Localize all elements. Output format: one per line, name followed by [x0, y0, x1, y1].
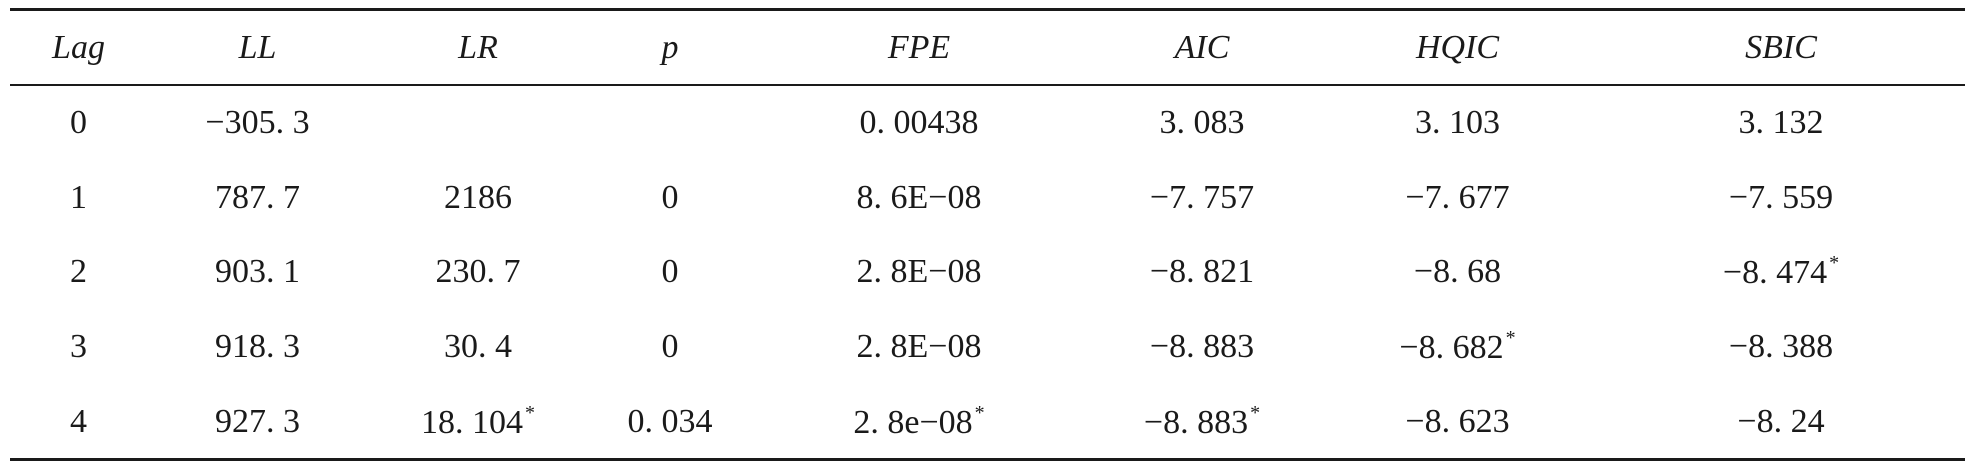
cell-sbic: −7. 559: [1728, 178, 1834, 216]
cell-hqic: −8. 623: [1405, 402, 1510, 440]
header-lag: Lag: [52, 28, 105, 66]
table-row: 4 927. 3 18. 104 * 0. 034 2. 8e−08 * −8. 8…: [10, 384, 1965, 459]
cell-lag: 3: [70, 328, 87, 366]
cell-aic: −8. 883 *: [1086, 384, 1318, 459]
cell-fpe: 8. 6E−08: [856, 178, 982, 216]
cell-p: [588, 86, 752, 161]
cell-ll: 918. 3: [215, 328, 300, 366]
cell-p: 0. 034: [627, 402, 713, 440]
cell-sbic: 3. 132: [1738, 104, 1824, 142]
table-row: 3 918. 3 30. 4 0 2. 8E−08 −8. 883 −8. 68…: [10, 310, 1965, 385]
cell-lr: 30. 4: [444, 328, 512, 366]
cell-ll: 927. 3: [215, 402, 300, 440]
cell-ll: 787. 7: [215, 178, 300, 216]
significance-marker: *: [974, 401, 985, 424]
cell-sbic: −8. 388: [1728, 328, 1834, 366]
cell-aic: 3. 083: [1159, 104, 1245, 142]
header-row: Lag LL LR p FPE AIC HQIC SBIC: [10, 11, 1965, 84]
cell-ll: −305. 3: [205, 104, 310, 142]
bottom-rule: [10, 458, 1965, 461]
cell-value: 18. 104: [421, 403, 523, 441]
cell-hqic: −8. 682 *: [1318, 310, 1597, 385]
cell-value: −8. 883: [1143, 403, 1249, 441]
cell-lag: 2: [70, 253, 87, 291]
cell-aic: −8. 883: [1149, 328, 1255, 366]
lag-selection-table: Lag LL LR p FPE AIC HQIC SBIC 0 −305. 3 …: [10, 11, 1965, 459]
top-rule: [10, 8, 1965, 11]
header-ll: LL: [238, 28, 277, 66]
header-hqic: HQIC: [1415, 28, 1500, 66]
cell-p: 0: [661, 253, 679, 291]
cell-lag: 0: [70, 104, 87, 142]
header-p: p: [661, 28, 679, 66]
cell-lr: 230. 7: [435, 253, 521, 291]
cell-value: −8. 682: [1399, 329, 1504, 367]
cell-p: 0: [661, 328, 679, 366]
cell-lr: 2186: [444, 178, 512, 216]
cell-lr: [368, 86, 588, 161]
cell-fpe: 2. 8E−08: [856, 253, 982, 291]
cell-aic: −8. 821: [1149, 253, 1255, 291]
cell-sbic: −8. 24: [1737, 402, 1825, 440]
table-row: 2 903. 1 230. 7 0 2. 8E−08 −8. 821 −8. 6…: [10, 235, 1965, 310]
cell-p: 0: [661, 178, 679, 216]
cell-fpe: 0. 00438: [859, 104, 979, 142]
cell-hqic: −7. 677: [1405, 178, 1510, 216]
header-sbic: SBIC: [1745, 28, 1817, 66]
cell-lr: 18. 104 *: [368, 384, 588, 459]
significance-marker: *: [1505, 327, 1516, 350]
cell-value: −8. 474: [1722, 254, 1828, 292]
header-lr: LR: [458, 28, 498, 66]
cell-fpe: 2. 8E−08: [856, 328, 982, 366]
cell-hqic: −8. 68: [1413, 253, 1502, 291]
cell-lag: 4: [70, 402, 87, 440]
cell-aic: −7. 757: [1149, 178, 1255, 216]
cell-ll: 903. 1: [215, 253, 300, 291]
significance-marker: *: [525, 401, 535, 424]
significance-marker: *: [1250, 401, 1261, 424]
significance-marker: *: [1829, 252, 1840, 275]
table-row: 1 787. 7 2186 0 8. 6E−08 −7. 757 −7. 677…: [10, 161, 1965, 236]
cell-fpe: 2. 8e−08 *: [752, 384, 1086, 459]
header-aic: AIC: [1174, 28, 1230, 66]
cell-sbic: −8. 474 *: [1597, 235, 1965, 310]
header-rule: [10, 84, 1965, 86]
table-row: 0 −305. 3 0. 00438 3. 083 3. 103 3. 132: [10, 86, 1965, 161]
cell-value: 2. 8e−08: [853, 403, 973, 441]
cell-lag: 1: [70, 178, 87, 216]
cell-hqic: 3. 103: [1415, 104, 1500, 142]
header-fpe: FPE: [887, 28, 951, 66]
